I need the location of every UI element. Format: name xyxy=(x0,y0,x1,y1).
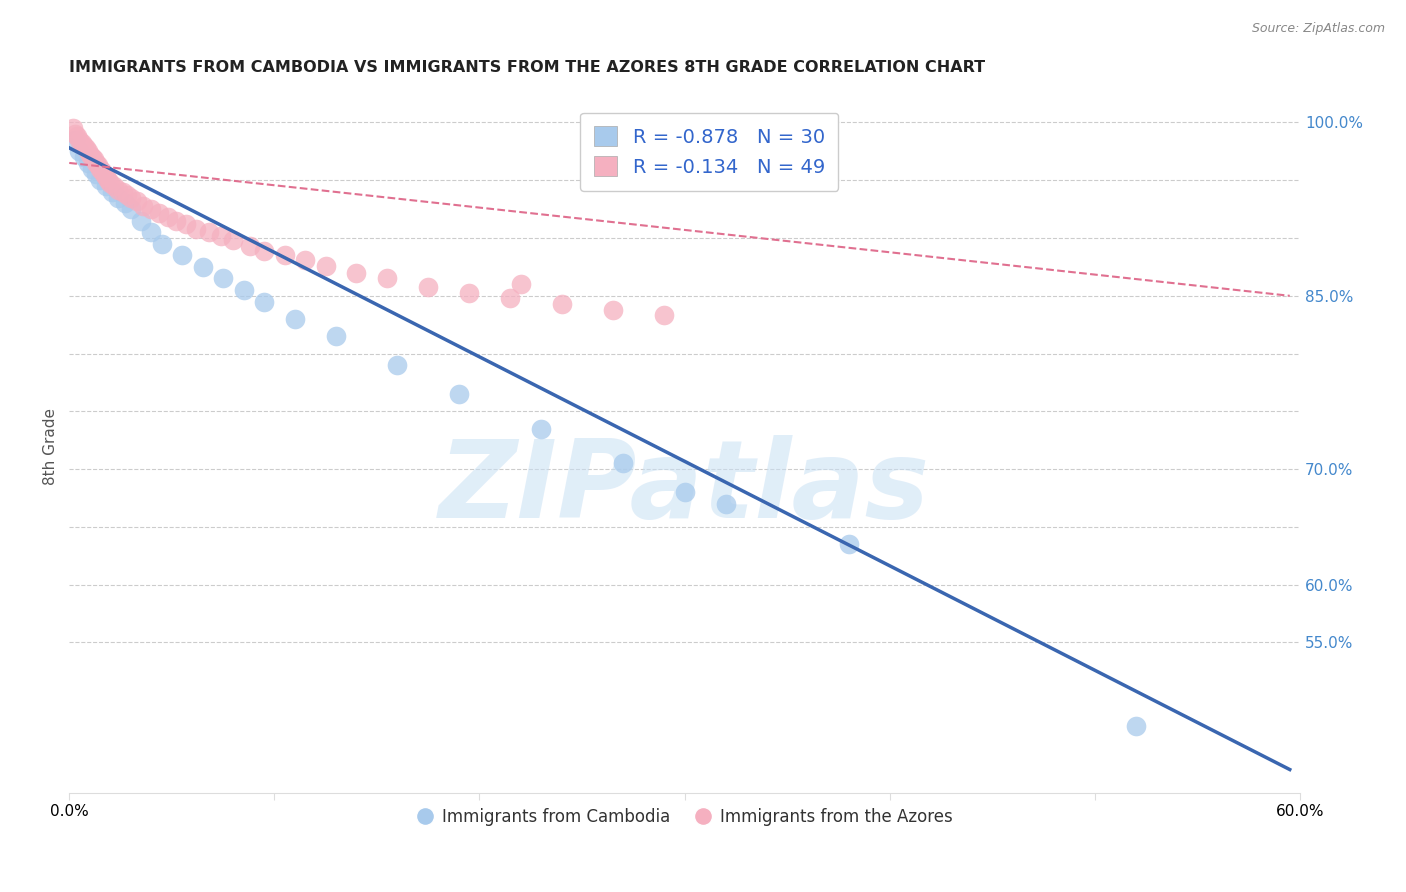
Point xyxy=(838,537,860,551)
Point xyxy=(165,213,187,227)
Point xyxy=(170,248,193,262)
Point xyxy=(174,217,197,231)
Point xyxy=(125,194,148,208)
Point xyxy=(103,179,125,194)
Point xyxy=(222,233,245,247)
Point xyxy=(273,248,295,262)
Point xyxy=(76,145,98,159)
Point xyxy=(89,161,111,176)
Point xyxy=(132,199,155,213)
Point xyxy=(75,141,97,155)
Point xyxy=(294,252,316,267)
Point xyxy=(253,294,276,309)
Point xyxy=(91,164,114,178)
Point xyxy=(499,291,522,305)
Point xyxy=(70,136,93,151)
Point xyxy=(76,156,98,170)
Point xyxy=(209,228,232,243)
Y-axis label: 8th Grade: 8th Grade xyxy=(44,408,58,484)
Point xyxy=(69,133,91,147)
Text: Source: ZipAtlas.com: Source: ZipAtlas.com xyxy=(1251,22,1385,36)
Point xyxy=(83,153,105,167)
Point xyxy=(98,176,121,190)
Point xyxy=(612,456,634,470)
Point xyxy=(150,236,173,251)
Point xyxy=(115,188,138,202)
Point xyxy=(239,239,262,253)
Point xyxy=(111,185,134,199)
Text: ZIPatlas: ZIPatlas xyxy=(439,434,931,541)
Point xyxy=(129,213,152,227)
Point xyxy=(253,244,276,258)
Point xyxy=(315,259,337,273)
Point xyxy=(375,271,398,285)
Point xyxy=(156,211,179,225)
Point xyxy=(120,202,142,216)
Point xyxy=(141,202,163,216)
Point xyxy=(89,173,111,187)
Point xyxy=(66,129,89,144)
Point xyxy=(325,329,347,343)
Point xyxy=(114,196,136,211)
Point xyxy=(387,358,409,372)
Point xyxy=(84,156,107,170)
Point xyxy=(458,286,481,301)
Point xyxy=(447,387,470,401)
Point xyxy=(212,271,235,285)
Point xyxy=(80,161,103,176)
Point xyxy=(65,133,87,147)
Point xyxy=(673,485,696,500)
Point xyxy=(714,497,737,511)
Point xyxy=(232,283,254,297)
Point xyxy=(69,145,91,159)
Point xyxy=(197,225,219,239)
Point xyxy=(186,221,208,235)
Point xyxy=(141,225,163,239)
Point xyxy=(107,182,129,196)
Point xyxy=(65,127,87,141)
Point xyxy=(72,138,94,153)
Point xyxy=(602,302,624,317)
Legend: Immigrants from Cambodia, Immigrants from the Azores: Immigrants from Cambodia, Immigrants fro… xyxy=(411,802,959,833)
Point xyxy=(509,277,531,292)
Point xyxy=(107,191,129,205)
Point xyxy=(418,279,440,293)
Point xyxy=(530,422,553,436)
Point xyxy=(120,191,142,205)
Point xyxy=(550,297,572,311)
Point xyxy=(1125,718,1147,732)
Point xyxy=(93,168,115,182)
Text: IMMIGRANTS FROM CAMBODIA VS IMMIGRANTS FROM THE AZORES 8TH GRADE CORRELATION CHA: IMMIGRANTS FROM CAMBODIA VS IMMIGRANTS F… xyxy=(69,60,986,75)
Point xyxy=(652,309,675,323)
Point xyxy=(72,150,94,164)
Point xyxy=(96,179,118,194)
Point xyxy=(97,173,120,187)
Point xyxy=(96,169,118,184)
Point xyxy=(62,121,84,136)
Point xyxy=(87,158,110,172)
Point xyxy=(80,150,103,164)
Point xyxy=(191,260,214,274)
Point xyxy=(284,312,307,326)
Point xyxy=(84,168,107,182)
Point xyxy=(344,266,367,280)
Point xyxy=(148,205,170,219)
Point xyxy=(79,148,101,162)
Point xyxy=(101,185,124,199)
